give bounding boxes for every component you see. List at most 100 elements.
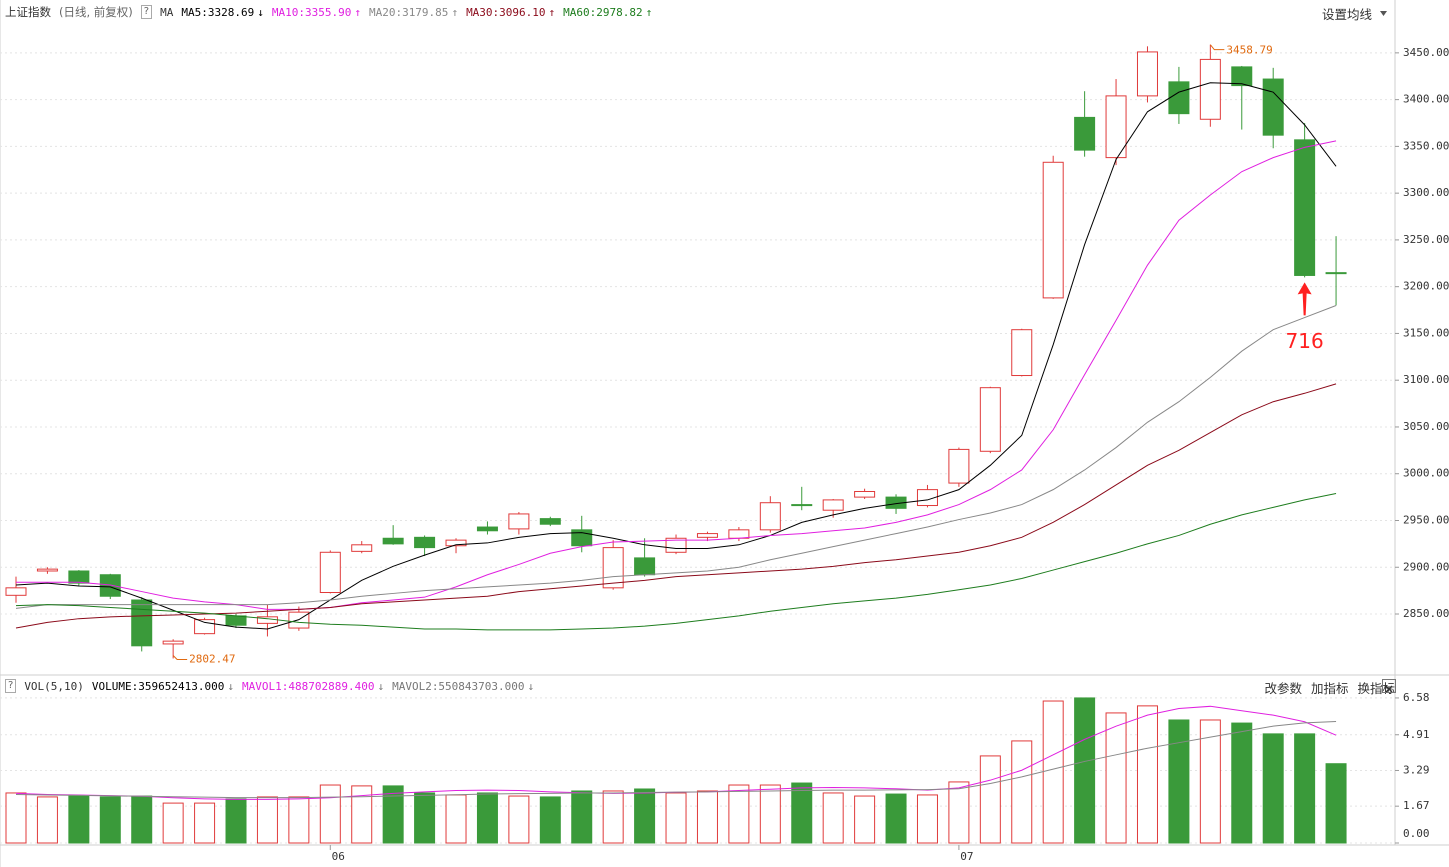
- volume-bar: [445, 794, 467, 844]
- candle-body: [382, 537, 404, 545]
- y-tick-label: 3350.00: [1403, 139, 1449, 152]
- help-button[interactable]: ?: [5, 679, 17, 693]
- candle-body: [854, 490, 876, 498]
- y-tick-label: 0.00: [1403, 827, 1430, 840]
- candle-body: [225, 615, 247, 626]
- volume-bar: [759, 784, 781, 844]
- candle-body: [1011, 329, 1033, 377]
- candle-body: [539, 518, 561, 525]
- y-tick-label: 3150.00: [1403, 326, 1449, 339]
- chart-subtitle: (日线, 前复权): [59, 5, 133, 19]
- candle-body: [1262, 78, 1284, 136]
- legend-trend: ↓: [257, 5, 264, 19]
- legend-label: MA60:2978.82: [563, 5, 643, 19]
- close-button[interactable]: [1382, 679, 1396, 693]
- volume-bar: [1325, 763, 1347, 844]
- annotation: 716: [1286, 329, 1324, 353]
- candle-body: [194, 619, 216, 635]
- legend-item: MAVOL1:488702889.400 ↓: [242, 680, 384, 693]
- y-tick-label: 2950.00: [1403, 513, 1449, 526]
- y-tick-label: 3250.00: [1403, 233, 1449, 246]
- y-tick-label: 4.91: [1403, 728, 1430, 741]
- candle-body: [979, 387, 1001, 452]
- candle-body: [948, 448, 970, 484]
- ma-line: [15, 383, 1337, 629]
- volume-bar: [508, 795, 530, 844]
- candle-body: [1136, 51, 1158, 97]
- volume-bar: [288, 796, 310, 844]
- settings-button[interactable]: 设置均线: [1321, 7, 1372, 22]
- min-pointer: [172, 655, 188, 660]
- volume-bar: [36, 796, 58, 844]
- indicator-button[interactable]: 加指标: [1310, 681, 1349, 696]
- volume-bar: [1294, 733, 1316, 844]
- ma-line: [15, 305, 1337, 609]
- volume-bar: [665, 792, 687, 844]
- main-header: 上证指数 (日线, 前复权) ? MA MA5:3328.69 ↓ MA10:335…: [5, 4, 652, 20]
- candle-body: [319, 551, 341, 594]
- legend-label: MAVOL2:550843703.000: [392, 679, 525, 693]
- volume-bar: [68, 795, 90, 844]
- volume-bar: [1231, 722, 1253, 844]
- candle-body: [1325, 272, 1347, 275]
- volume-bar: [256, 796, 278, 844]
- volume-bar: [979, 755, 1001, 844]
- indicator-button[interactable]: 改参数: [1264, 681, 1302, 696]
- candle-body: [476, 526, 498, 532]
- help-button[interactable]: ?: [140, 5, 153, 19]
- candle-body: [791, 504, 813, 507]
- volume-bar: [351, 785, 373, 844]
- candle-body: [162, 640, 184, 645]
- volume-bar: [382, 785, 404, 844]
- volume-bar: [319, 784, 341, 844]
- legend-trend: ↑: [451, 5, 459, 19]
- volume-bar: [5, 792, 27, 844]
- candle-body: [131, 599, 153, 647]
- y-tick-label: 2900.00: [1403, 560, 1449, 573]
- volume-bar: [1074, 697, 1096, 844]
- legend-label: MA30:3096.10: [466, 5, 546, 19]
- chart-title: 上证指数: [5, 5, 51, 19]
- legend-trend: ↓: [377, 679, 385, 693]
- settings[interactable]: 设置均线: [1322, 4, 1387, 23]
- y-tick-label: 3200.00: [1403, 280, 1449, 293]
- volume-bar: [916, 794, 938, 844]
- volume-bar: [1105, 712, 1127, 844]
- candle-body: [634, 557, 656, 576]
- y-tick-label: 3050.00: [1403, 420, 1449, 433]
- candle-body: [916, 489, 938, 507]
- volume-bar: [131, 795, 153, 844]
- y-tick-label: 3450.00: [1403, 46, 1449, 59]
- volume-bar: [634, 788, 656, 844]
- legend-label: MAVOL1:488702889.400: [242, 679, 375, 693]
- candle-body: [759, 502, 781, 531]
- volume-bar: [885, 793, 907, 844]
- legend-item: MA60:2978.82 ↑: [563, 6, 652, 19]
- candle-body: [1105, 95, 1127, 159]
- volume-bar: [602, 790, 624, 844]
- volume-bar: [414, 792, 436, 844]
- candle-body: [351, 544, 373, 552]
- legend-item: VOLUME:359652413.000 ↓: [92, 680, 234, 693]
- mavol-line: [15, 721, 1337, 799]
- volume-bar: [539, 796, 561, 844]
- candle-body: [5, 587, 27, 596]
- ma-line: [15, 82, 1337, 630]
- legend-item: MA10:3355.90 ↑: [272, 6, 361, 19]
- volume-bar: [1042, 700, 1064, 844]
- candle-body: [68, 570, 90, 584]
- candle-body: [1199, 58, 1221, 120]
- max-label: 3458.79: [1226, 44, 1272, 57]
- y-tick-label: 6.58: [1403, 691, 1430, 704]
- y-tick-label: 3400.00: [1403, 93, 1449, 106]
- ma-line: [15, 493, 1337, 631]
- volume-bar: [822, 792, 844, 844]
- volume-bar: [1168, 719, 1190, 844]
- max-pointer: [1209, 44, 1225, 51]
- legend-trend: ↑: [548, 5, 556, 19]
- x-tick-label: 07: [960, 850, 973, 863]
- y-tick-label: 1.67: [1403, 799, 1430, 812]
- y-tick-label: 2850.00: [1403, 607, 1449, 620]
- volume-bar: [225, 798, 247, 844]
